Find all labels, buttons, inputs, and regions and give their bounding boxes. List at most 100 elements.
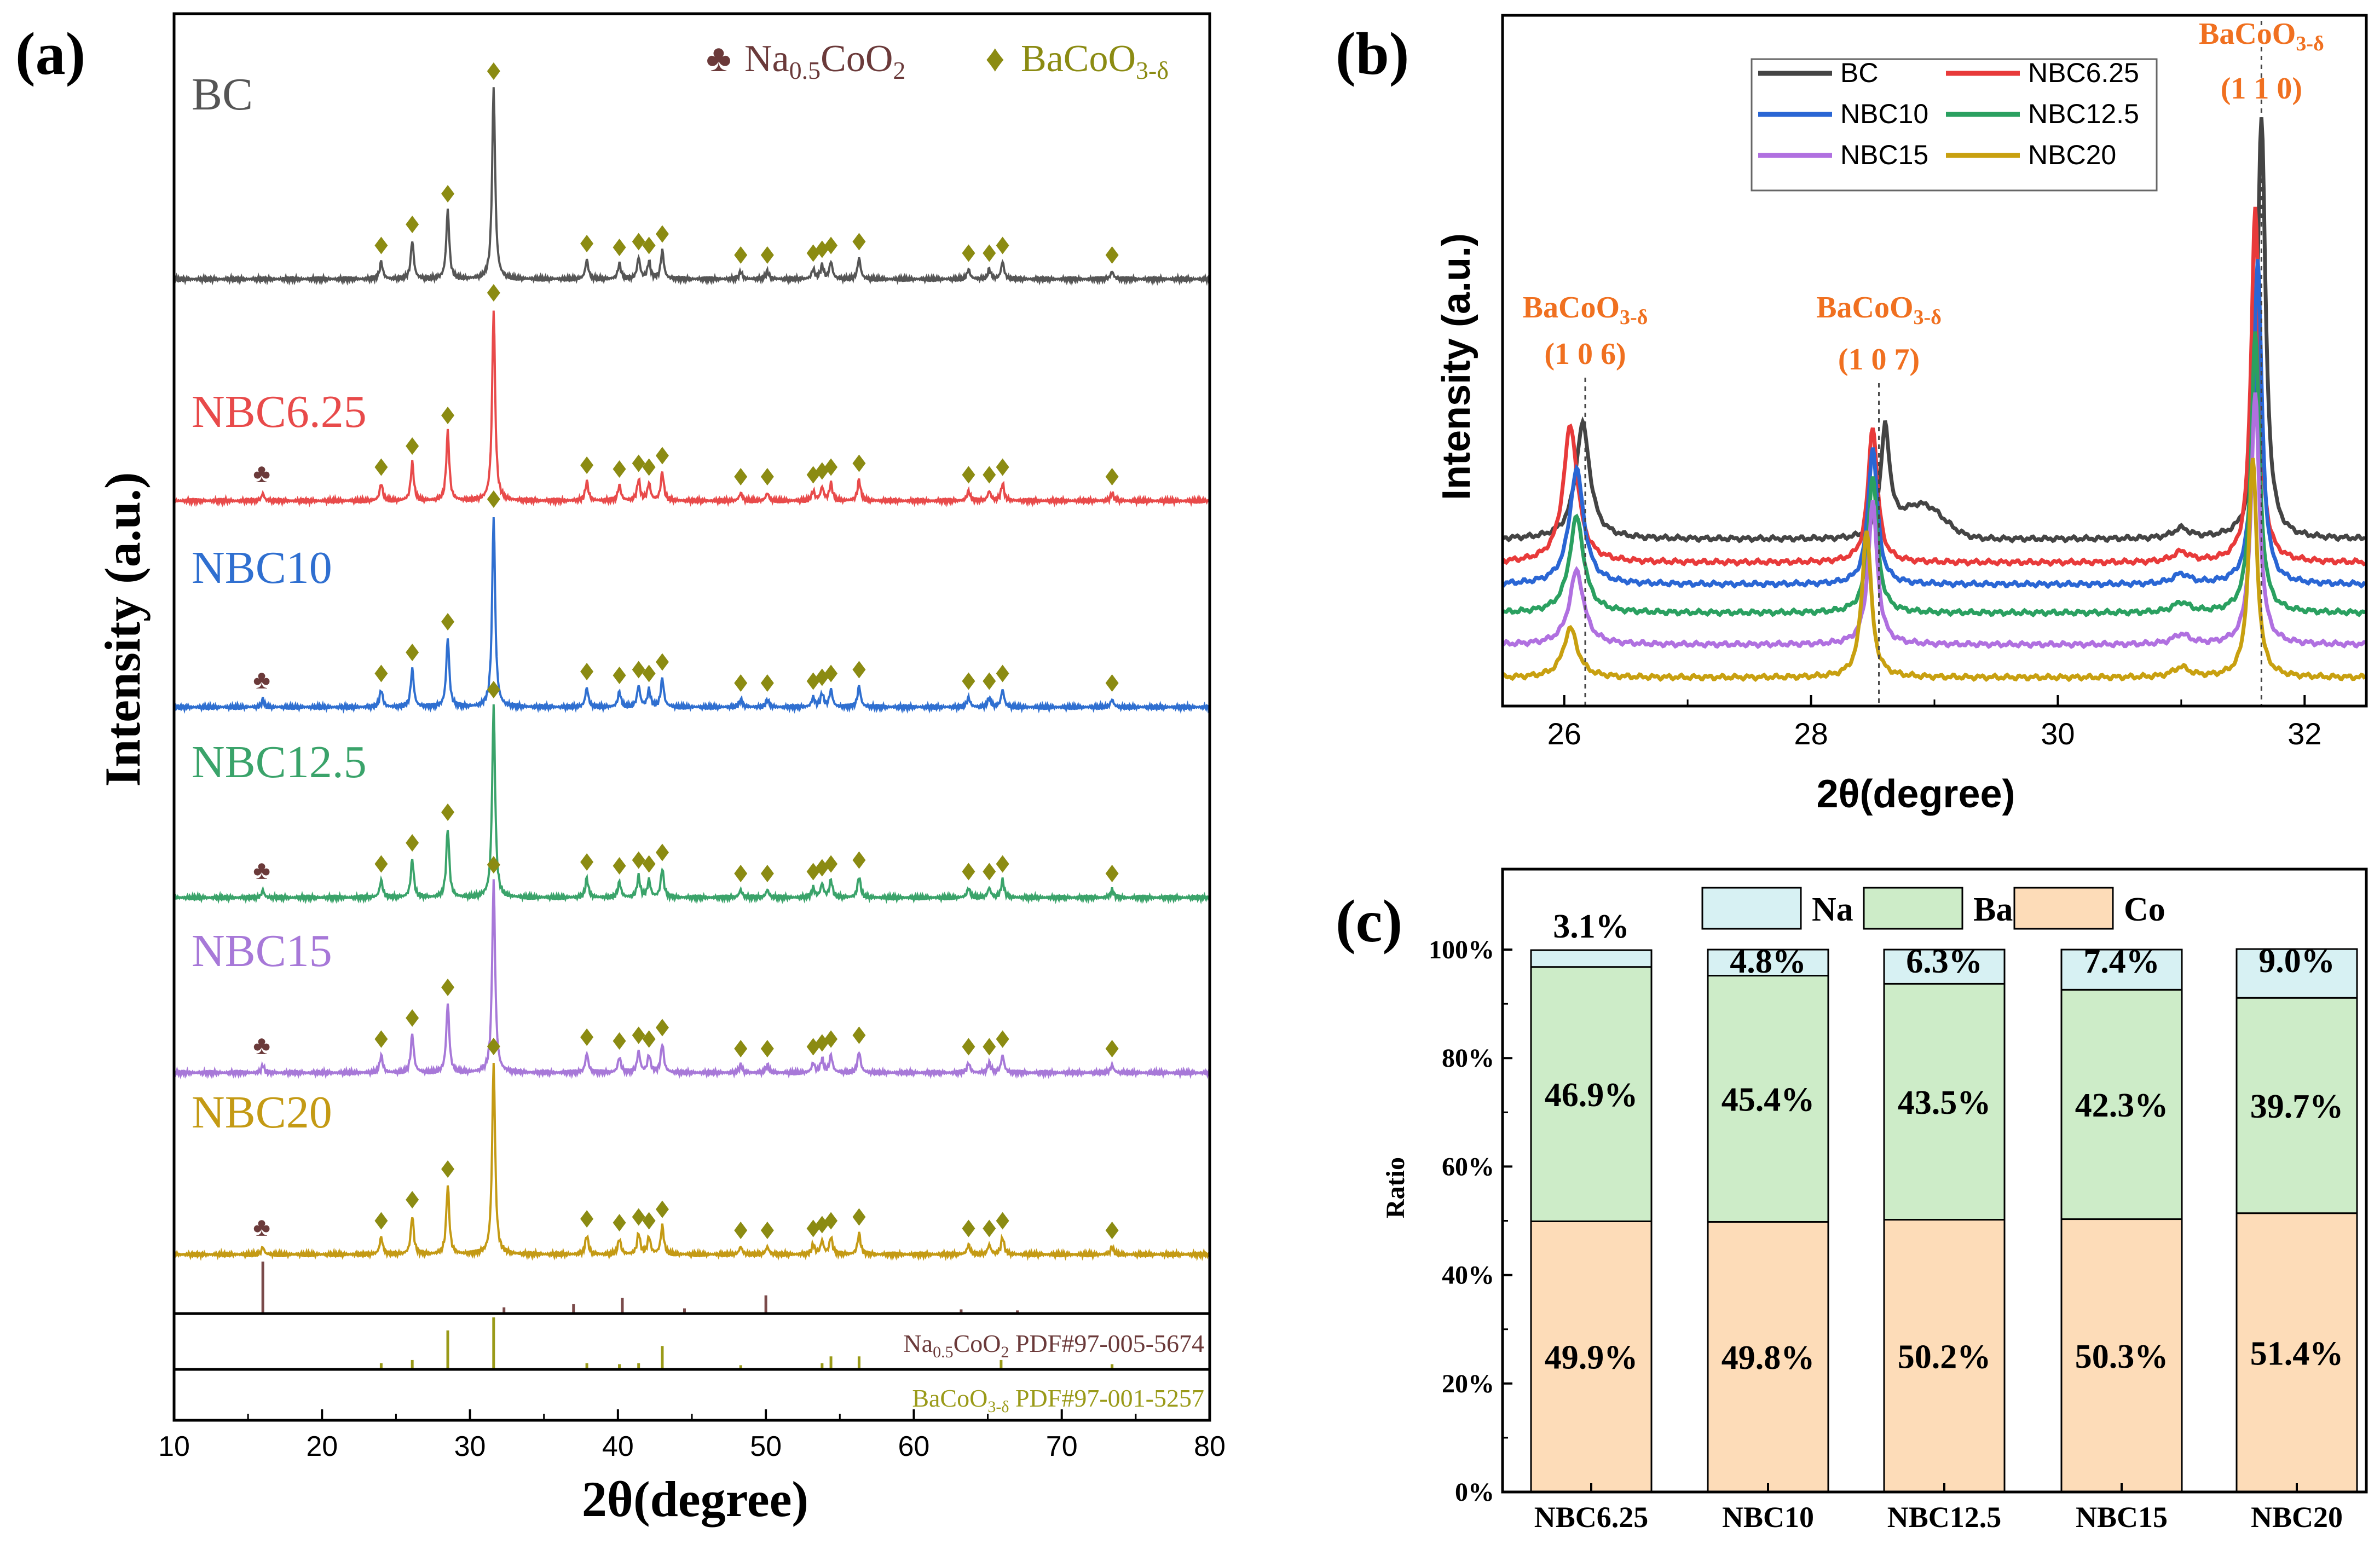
- diamond-marker: [962, 466, 975, 484]
- diamond-marker: [962, 1219, 975, 1237]
- diamond-marker: [580, 663, 594, 680]
- panel-a-reference-labels: Na0.5CoO2 PDF#97-005-5674 BaCoO3-δ PDF#9…: [903, 1329, 1204, 1416]
- xrd-zoom-curve-NBC20: [1501, 458, 2367, 683]
- category-label-NBC10: NBC10: [1722, 1501, 1814, 1534]
- diamond-marker: [760, 1222, 774, 1239]
- diamond-marker: [613, 1214, 626, 1231]
- diamond-marker: [642, 664, 656, 683]
- diamond-marker: [613, 239, 626, 256]
- club-marker: ♣: [253, 1213, 270, 1242]
- diamond-marker: [642, 855, 656, 873]
- diamond-marker: [632, 454, 645, 472]
- bar-label-Na-NBC20: 9.0%: [2258, 942, 2335, 980]
- legend-label-NBC20: NBC20: [2028, 140, 2116, 170]
- diamond-marker: [824, 458, 838, 476]
- diamond-marker: [613, 857, 626, 875]
- diamond-marker: [983, 1219, 996, 1237]
- x-tick-label: 70: [1046, 1431, 1078, 1462]
- diamond-marker: [632, 851, 645, 869]
- y-tick-label: 100%: [1429, 935, 1494, 964]
- xrd-curve-NBC6.25: [173, 310, 1211, 508]
- peak-annotation-hkl: (1 0 7): [1838, 343, 1920, 377]
- diamond-marker: [852, 661, 866, 679]
- diamond-marker: [406, 644, 419, 661]
- panel-c-axes: 0% 20% 40% 60% 80% 100% NBC6.25 NBC10 NBC12.5 NBC…: [1429, 935, 2343, 1534]
- legend-swatch-Ba: [1863, 887, 1963, 930]
- legend-na-label: Na0.5CoO2: [744, 38, 905, 84]
- bar-segment-Na-NBC6.25: [1530, 949, 1653, 968]
- diamond-marker: [406, 437, 419, 455]
- series-label-NBC20: NBC20: [192, 1087, 332, 1138]
- peak-annotation-formula: BaCoO3-δ: [1816, 291, 1942, 329]
- club-marker: ♣: [253, 459, 270, 488]
- legend-swatch-Co: [2013, 887, 2114, 930]
- diamond-marker: [852, 1208, 866, 1226]
- diamond-marker: [734, 1040, 748, 1057]
- diamond-marker: [734, 865, 748, 882]
- diamond-marker: [996, 1030, 1009, 1048]
- panel-a-curves: ♣ ♣ ♣ ♣ ♣: [173, 62, 1211, 1262]
- diamond-marker: [487, 856, 500, 874]
- panel-c-legend: Na Ba Co: [1701, 887, 2165, 930]
- panel-c: (c) Ratio 49.9% 46.9% 3.1% 49.8% 45.4% 4.8% 50…: [1336, 867, 2368, 1534]
- diamond-marker: [824, 1030, 838, 1048]
- diamond-marker: [441, 803, 455, 821]
- club-marker: ♣: [253, 856, 270, 885]
- bar-segment-Na-NBC10: [1707, 948, 1829, 977]
- diamond-marker: [983, 672, 996, 690]
- diamond-marker: [760, 468, 774, 485]
- legend-label-Na: Na: [1812, 891, 1853, 928]
- bar-label-Co-NBC10: 49.8%: [1722, 1339, 1815, 1377]
- bar-label-Ba-NBC10: 45.4%: [1722, 1081, 1815, 1119]
- bar-label-Na-NBC12.5: 6.3%: [1906, 943, 1983, 980]
- xrd-curve-BC: [173, 87, 1211, 286]
- diamond-marker: [760, 1040, 774, 1057]
- diamond-marker: [632, 233, 645, 251]
- x-tick-label: 50: [750, 1431, 782, 1462]
- diamond-marker: [632, 661, 645, 679]
- bar-segment-Na-NBC12.5: [1883, 948, 2006, 985]
- panel-c-label: (c): [1336, 888, 1402, 955]
- panel-c-bars: 49.9% 46.9% 3.1% 49.8% 45.4% 4.8% 50.2% 43.5% 6.…: [1530, 908, 2358, 1493]
- peak-annotation-formula: BaCoO3-δ: [1523, 291, 1648, 329]
- panel-b-curves: [1501, 117, 2367, 683]
- y-tick-label: 20%: [1442, 1369, 1494, 1398]
- diamond-marker: [852, 851, 866, 869]
- diamond-marker: [487, 284, 500, 302]
- ref-ba-label: BaCoO3-δ PDF#97-001-5257: [912, 1384, 1204, 1416]
- panel-b-ylabel: Intensity (a.u.): [1435, 233, 1478, 500]
- diamond-marker: [487, 681, 500, 698]
- diamond-marker: [983, 466, 996, 484]
- xrd-curve-NBC20: [173, 1062, 1211, 1262]
- panel-b-legend: BC NBC6.25 NBC10 NBC12.5 NBC15 NBC20: [1751, 57, 2158, 192]
- diamond-marker: [441, 185, 455, 203]
- diamond-marker: [734, 1222, 748, 1239]
- diamond-marker: [1105, 468, 1119, 485]
- xrd-curve-NBC10: [173, 517, 1211, 714]
- peak-annotation-formula: BaCoO3-δ: [2199, 17, 2324, 55]
- x-tick-label: 30: [2041, 716, 2075, 751]
- diamond-marker: [760, 674, 774, 692]
- diamond-marker: [655, 225, 669, 243]
- diamond-marker: [1105, 1040, 1119, 1057]
- xrd-zoom-curve-NBC12.5: [1501, 331, 2366, 618]
- ref-na-label: Na0.5CoO2 PDF#97-005-5674: [903, 1329, 1204, 1361]
- bar-segment-Na-NBC15: [2060, 948, 2183, 991]
- bar-label-Co-NBC20: 51.4%: [2250, 1335, 2344, 1372]
- diamond-marker: [374, 1030, 388, 1048]
- bar-label-Ba-NBC12.5: 43.5%: [1898, 1084, 1991, 1121]
- diamond-marker: [655, 843, 669, 861]
- panel-a: (a) Intensity (a.u.) 2θ(degree) ♣ ♣ ♣ ♣ ♣ BC…: [15, 12, 1226, 1527]
- panel-b-frame: [1501, 14, 2368, 708]
- bar-segment-Co-NBC10: [1707, 1221, 1829, 1493]
- panel-c-frame: [1501, 867, 2368, 1494]
- bar-label-Co-NBC15: 50.3%: [2075, 1338, 2169, 1375]
- legend-label-NBC6.25: NBC6.25: [2028, 57, 2139, 88]
- bar-segment-Ba-NBC15: [2060, 988, 2183, 1221]
- diamond-marker: [441, 979, 455, 996]
- panel-a-ylabel: Intensity (a.u.): [95, 472, 151, 786]
- diamond-marker: [760, 246, 774, 264]
- diamond-marker: [655, 1019, 669, 1037]
- x-tick-label: 80: [1194, 1431, 1226, 1462]
- diamond-marker: [1105, 865, 1119, 882]
